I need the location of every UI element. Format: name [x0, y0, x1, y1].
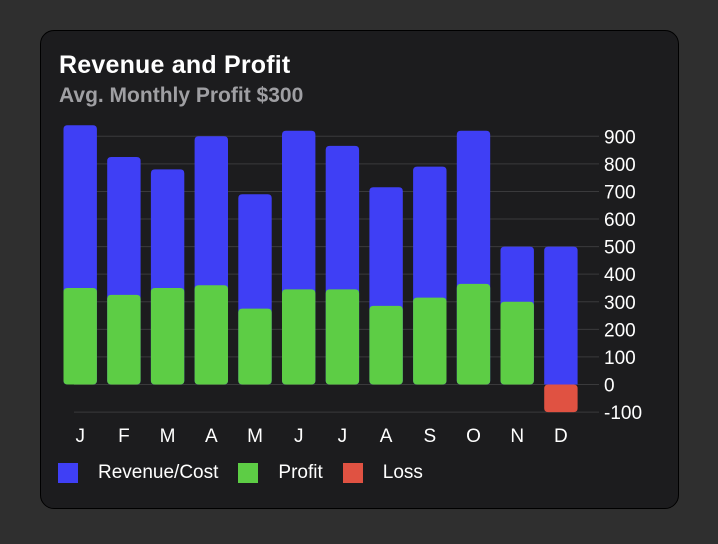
bars — [63, 125, 578, 413]
x-tick-label: J — [294, 426, 304, 447]
legend-label-loss: Loss — [382, 462, 423, 483]
bar-profit — [325, 289, 360, 385]
x-tick-label: M — [160, 426, 176, 447]
y-tick-label: 300 — [604, 293, 636, 314]
legend-item-revenue: Revenue/Cost — [58, 462, 218, 484]
bar-profit — [413, 297, 447, 385]
bar-profit — [456, 283, 491, 385]
x-tick-label: D — [554, 426, 568, 447]
legend-swatch-revenue — [58, 463, 78, 483]
bar-profit — [63, 287, 97, 385]
y-tick-label: 200 — [604, 320, 636, 341]
bar-revenue — [544, 246, 578, 385]
y-tick-label: 500 — [604, 238, 636, 259]
legend-swatch-loss — [342, 463, 363, 483]
y-tick-label: 700 — [604, 182, 636, 203]
x-tick-label: J — [75, 426, 85, 447]
bar-profit — [238, 308, 272, 385]
legend-label-revenue: Revenue/Cost — [98, 462, 219, 483]
x-tick-label: S — [423, 426, 436, 447]
bar-profit — [282, 289, 316, 385]
bar-loss — [544, 384, 578, 413]
legend-label-profit: Profit — [278, 462, 323, 483]
y-tick-label: 800 — [604, 155, 636, 176]
x-tick-label: N — [510, 426, 524, 447]
y-tick-label: 100 — [604, 348, 636, 369]
x-tick-label: O — [466, 426, 481, 447]
chart-subtitle: Avg. Monthly Profit $300 — [59, 84, 304, 107]
y-tick-label: 400 — [604, 265, 636, 286]
bar-profit — [500, 301, 534, 385]
bar-profit — [107, 294, 141, 385]
bar-chart: 900 800 700 600 500 400 300 200 100 0 -100 J F M A M J J… — [63, 125, 642, 447]
y-axis-ticks: 900 800 700 600 500 400 300 200 100 0 -100 — [604, 127, 642, 424]
chart-card: Revenue and Profit Avg. Monthly Profit $… — [40, 30, 679, 509]
legend-item-profit: Profit — [238, 462, 323, 484]
x-tick-label: A — [380, 426, 393, 447]
y-tick-label: 600 — [604, 210, 636, 231]
legend: Revenue/Cost Profit Loss — [58, 462, 443, 484]
legend-item-loss: Loss — [342, 462, 423, 484]
y-tick-label: 900 — [604, 127, 636, 148]
x-tick-label: A — [205, 426, 218, 447]
x-tick-label: F — [118, 426, 130, 447]
chart-title: Revenue and Profit — [59, 51, 291, 79]
bar-profit — [150, 287, 185, 385]
bar-profit — [369, 305, 403, 385]
x-tick-label: M — [247, 426, 263, 447]
x-tick-label: J — [338, 426, 348, 447]
y-tick-label: -100 — [604, 403, 642, 424]
y-tick-label: 0 — [604, 376, 615, 397]
bar-profit — [194, 285, 228, 385]
legend-swatch-profit — [238, 463, 259, 483]
